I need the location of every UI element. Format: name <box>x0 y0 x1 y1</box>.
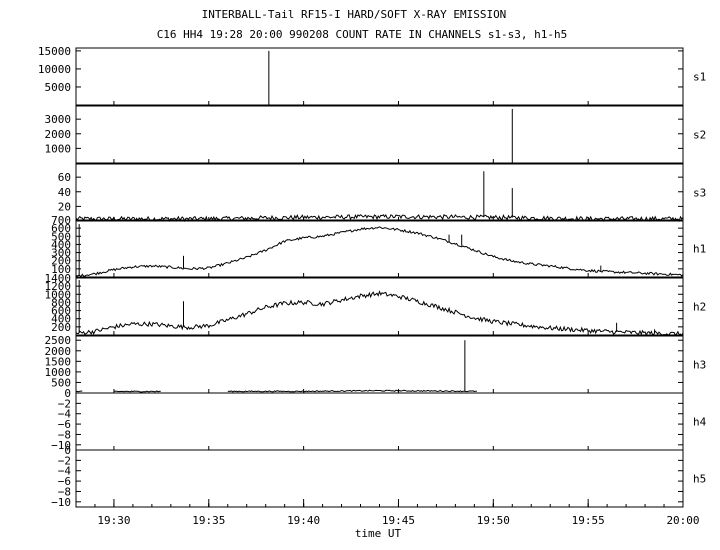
series-line-h3 <box>76 390 83 393</box>
panel-frame-h3 <box>75 335 684 394</box>
y-tick-label: −10 <box>51 439 71 452</box>
channel-label-s3: s3 <box>693 187 706 200</box>
y-tick-label: 60 <box>58 171 71 184</box>
panel-h5: −10−8−6−4−20 h5 <box>51 444 706 509</box>
channel-label-h5: h5 <box>693 473 706 486</box>
y-tick-label: 1200 <box>45 280 72 293</box>
y-tick-label: 1500 <box>45 355 72 368</box>
y-tick-label: −6 <box>58 418 71 431</box>
panel-frame-s2 <box>75 105 684 164</box>
series-line-h1 <box>75 226 684 278</box>
y-tick-label: 0 <box>64 444 71 457</box>
y-tick-label: −8 <box>58 485 71 498</box>
channel-label-h1: h1 <box>693 243 706 256</box>
y-tick-label: −10 <box>51 496 71 509</box>
y-tick-label: 1000 <box>45 142 72 155</box>
y-tick-label: −4 <box>58 408 72 421</box>
y-tick-label: 10000 <box>38 63 71 76</box>
channel-label-h2: h2 <box>693 301 706 314</box>
y-tick-label: 400 <box>51 238 71 251</box>
y-tick-label: 3000 <box>45 113 72 126</box>
x-tick-label: 19:50 <box>477 514 510 527</box>
y-tick-label: 200 <box>51 321 71 334</box>
y-tick-label: 100 <box>51 263 71 276</box>
channel-label-h4: h4 <box>693 416 707 429</box>
y-tick-label: 2000 <box>45 345 72 358</box>
y-tick-label: 5000 <box>45 81 72 94</box>
y-tick-label: 300 <box>51 247 71 260</box>
channel-label-s1: s1 <box>693 71 706 84</box>
y-tick-label: 500 <box>51 376 71 389</box>
y-tick-label: −2 <box>58 397 71 410</box>
y-tick-label: 40 <box>58 186 71 199</box>
panel-frame-h4 <box>75 392 684 451</box>
y-tick-label: 200 <box>51 255 71 268</box>
y-tick-label: 2000 <box>45 128 72 141</box>
panel-frame-h2 <box>75 277 684 336</box>
y-tick-label: −6 <box>58 475 71 488</box>
channel-label-s2: s2 <box>693 129 706 142</box>
y-tick-label: 1000 <box>45 366 72 379</box>
y-tick-label: 15000 <box>38 45 71 58</box>
y-tick-label: 20 <box>58 200 71 213</box>
y-tick-label: 1400 <box>45 272 72 285</box>
y-tick-label: 2500 <box>45 334 72 347</box>
panel-s1: 5000 10000 15000 s1 <box>38 45 706 106</box>
x-axis-label: time UT <box>355 527 402 540</box>
chart-subtitle: C16 HH4 19:28 20:00 990208 COUNT RATE IN… <box>157 28 568 41</box>
panel-frame-h5 <box>75 449 684 508</box>
channel-label-h3: h3 <box>693 359 706 372</box>
y-tick-label: 500 <box>51 230 71 243</box>
x-tick-label: 20:00 <box>666 514 699 527</box>
series-line-h3 <box>227 389 477 393</box>
y-tick-label: 800 <box>51 296 71 309</box>
y-tick-label: 0 <box>64 387 71 400</box>
panel-frame-s3 <box>75 163 684 222</box>
x-tick-label: 19:30 <box>97 514 130 527</box>
panel-h4: −10−8−6−4−20 h4 <box>51 387 706 452</box>
y-tick-label: −4 <box>58 465 72 478</box>
y-tick-label: −8 <box>58 428 71 441</box>
y-tick-label: 600 <box>51 305 71 318</box>
x-tick-label: 19:40 <box>287 514 320 527</box>
y-tick-label: −2 <box>58 454 71 467</box>
panel-frame-s1 <box>75 47 684 106</box>
y-tick-label: 400 <box>51 313 71 326</box>
x-tick-label: 19:55 <box>572 514 605 527</box>
series-line-s3 <box>75 213 684 223</box>
y-tick-label: 700 <box>51 214 71 227</box>
y-tick-label: 1000 <box>45 288 72 301</box>
panel-frame-h1 <box>75 219 684 278</box>
panels: 50001000015000s1100020003000s2204060s310… <box>38 45 707 509</box>
chart-title: INTERBALL-Tail RF15-I HARD/SOFT X-RAY EM… <box>202 8 507 21</box>
series-line-h2 <box>75 290 684 337</box>
series-line-h3 <box>113 390 161 393</box>
x-axis: 19:30 19:35 19:40 19:45 19:50 19:55 20:00 <box>75 101 700 527</box>
x-tick-label: 19:35 <box>192 514 225 527</box>
x-tick-label: 19:45 <box>382 514 415 527</box>
y-tick-label: 600 <box>51 222 71 235</box>
